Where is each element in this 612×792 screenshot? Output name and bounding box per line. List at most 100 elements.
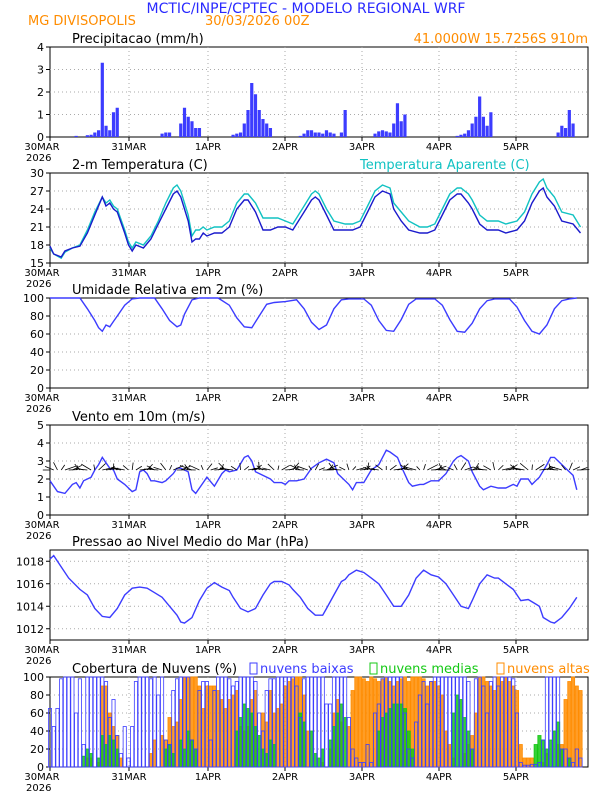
- y-tick-label: 40: [30, 725, 44, 738]
- year-label: 2026: [26, 531, 51, 542]
- precip-bar: [380, 130, 385, 137]
- cloud-bar-0: [544, 676, 549, 768]
- cloud-bar-1: [189, 739, 194, 768]
- y-tick-label: 1: [37, 491, 44, 504]
- precip-bar: [298, 135, 302, 137]
- precip-bar: [384, 131, 388, 137]
- x-tick-label: 3APR: [349, 393, 375, 404]
- wind-arrow: [543, 466, 555, 471]
- y-tick-label: 1: [37, 109, 44, 122]
- x-tick-label: 31MAR: [111, 772, 146, 783]
- wind-arrow: [308, 465, 312, 471]
- x-tick-label: 30MAR: [24, 142, 59, 153]
- cloud-bar-0: [81, 744, 86, 768]
- cloud-bar-2: [350, 690, 355, 768]
- cloud-bar-1: [111, 739, 116, 768]
- wind-arrow: [179, 465, 193, 471]
- precip-bar: [563, 128, 568, 137]
- cloud-bar-2: [208, 685, 213, 768]
- y-tick-label: 1014: [16, 600, 44, 613]
- legend-swatch: [249, 662, 258, 675]
- cloud-bar-0: [470, 748, 475, 768]
- cloud-bar-0: [197, 690, 202, 768]
- cloud-bar-0: [111, 699, 116, 768]
- cloud-bar-0: [238, 676, 243, 768]
- wind-arrow: [427, 464, 439, 471]
- precip-bar: [343, 110, 347, 137]
- wind-arrow: [405, 466, 417, 471]
- cloud-bar-0: [320, 676, 325, 768]
- cloud-bar-1: [552, 730, 557, 768]
- panel-title: 2-m Temperatura (C): [72, 158, 208, 173]
- cloud-bar-0: [66, 676, 71, 768]
- cloud-bar-0: [522, 764, 527, 768]
- y-tick-label: 18: [30, 239, 44, 252]
- cloud-bar-0: [186, 676, 191, 768]
- cloud-bar-1: [96, 757, 101, 768]
- wind-arrow: [453, 464, 458, 471]
- cloud-bar-2: [223, 708, 228, 768]
- precip-bar: [489, 112, 493, 137]
- precip-bar: [250, 83, 254, 137]
- cloud-bar-0: [421, 681, 426, 768]
- precip-bar: [160, 133, 164, 137]
- cloud-bar-2: [287, 681, 292, 768]
- cloud-bar-1: [264, 753, 269, 768]
- wind-arrow: [93, 464, 96, 471]
- cloud-bar-0: [279, 676, 284, 768]
- y-tick-label: 24: [30, 203, 44, 216]
- cloud-bar-0: [485, 712, 490, 768]
- precip-bar: [324, 130, 329, 137]
- panel-title: Vento em 10m (m/s): [72, 410, 205, 425]
- wind-arrow: [44, 466, 54, 471]
- cloud-bar-0: [526, 764, 531, 768]
- precip-bar: [470, 123, 474, 137]
- wind-arrow: [339, 466, 346, 471]
- cloud-bar-1: [272, 744, 277, 768]
- cloud-bar-2: [522, 757, 527, 768]
- cloud-bar-0: [391, 676, 396, 768]
- precip-bar: [377, 131, 381, 137]
- coordinates-label: 41.0000W 15.7256S 910m: [414, 32, 588, 47]
- panel-title: Pressao ao Nivel Medio do Mar (hPa): [72, 535, 309, 550]
- cloud-bar-2: [197, 685, 202, 768]
- x-tick-label: 1APR: [195, 645, 221, 656]
- year-label: 2026: [26, 279, 51, 290]
- cloud-bar-1: [302, 721, 307, 768]
- wind-arrow: [346, 463, 350, 471]
- y-tick-label: 4: [37, 41, 44, 54]
- wind-arrow: [370, 468, 379, 471]
- cloud-bar-1: [186, 730, 191, 768]
- cloud-bar-2: [283, 685, 288, 768]
- cloud-bar-1: [451, 712, 456, 768]
- x-tick-label: 31MAR: [111, 520, 146, 531]
- cloud-bar-0: [167, 744, 172, 768]
- y-tick-label: 80: [30, 310, 44, 323]
- precip-bar: [306, 130, 310, 137]
- y-tick-label: 3: [37, 64, 44, 77]
- x-tick-label: 2APR: [272, 772, 298, 783]
- x-tick-label: 3APR: [349, 645, 375, 656]
- precip-bar: [560, 125, 564, 137]
- wind-arrow: [289, 464, 301, 471]
- cloud-bar-0: [107, 717, 112, 768]
- cloud-bar-0: [55, 708, 60, 768]
- wind-arrow: [492, 461, 495, 471]
- cloud-bar-0: [429, 681, 434, 768]
- cloud-bar-0: [62, 676, 67, 768]
- cloud-bar-0: [350, 748, 355, 768]
- cloud-bar-1: [246, 708, 251, 768]
- cloud-bar-0: [515, 712, 520, 768]
- precip-bar: [567, 110, 571, 137]
- cloud-bar-1: [548, 739, 553, 768]
- cloud-bar-1: [253, 726, 258, 768]
- cloud-bar-0: [511, 678, 516, 768]
- x-tick-label: 31MAR: [111, 142, 146, 153]
- precip-bar: [96, 130, 101, 137]
- precip-bar: [167, 132, 172, 137]
- cloud-bar-0: [395, 676, 400, 768]
- cloud-bar-2: [373, 678, 378, 768]
- y-tick-label: 3: [37, 455, 44, 468]
- precip-bar: [321, 133, 325, 137]
- wind-arrow: [548, 463, 552, 471]
